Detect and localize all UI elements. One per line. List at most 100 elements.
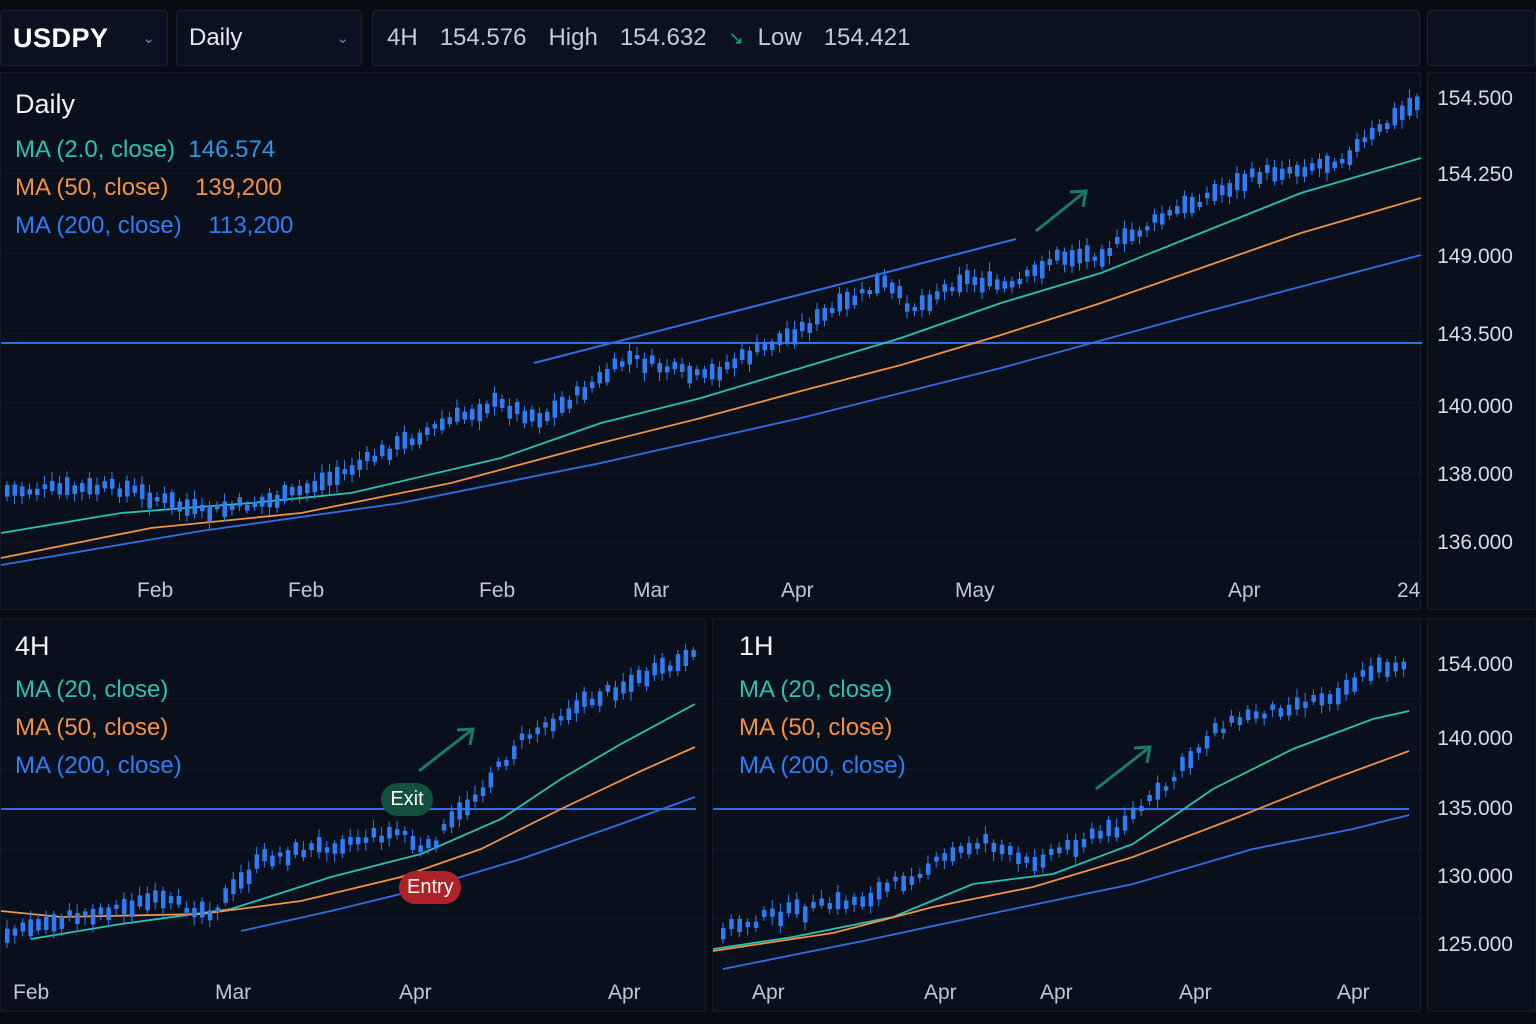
- x-tick: 24: [1397, 579, 1421, 602]
- daily-chart-canvas[interactable]: [0, 73, 1422, 611]
- h1-chart-panel[interactable]: 1H MA (20, close) MA (50, close) MA (200…: [712, 618, 1422, 1013]
- candle-body: [999, 844, 1005, 855]
- candle-body: [457, 802, 462, 820]
- candle-body: [312, 481, 317, 492]
- candle-body: [106, 907, 111, 920]
- legend-ma-fast-label: MA (2.0, close): [15, 136, 176, 163]
- candle-body: [717, 366, 722, 381]
- candle-body: [1311, 695, 1316, 702]
- h4-chart-panel[interactable]: 4H MA (20, close) MA (50, close) MA (200…: [0, 618, 707, 1013]
- candle-body: [1336, 688, 1341, 705]
- candle-body: [683, 649, 689, 666]
- candle-body: [1295, 697, 1300, 710]
- candle-body: [1370, 127, 1375, 140]
- h4-chart-canvas[interactable]: [0, 619, 707, 1013]
- ma-slow-line: [0, 254, 1422, 566]
- candle-body: [36, 918, 41, 931]
- legend-ma-mid-label: MA (50, close): [739, 714, 893, 741]
- candle-body: [372, 455, 377, 462]
- candle-body: [560, 396, 565, 413]
- candle-body: [387, 826, 392, 839]
- x-tick: Apr: [1228, 579, 1261, 602]
- candle-body: [512, 745, 517, 760]
- candle-body: [350, 465, 355, 475]
- candle-body: [1415, 96, 1420, 110]
- candle-body: [867, 290, 872, 295]
- daily-chart-panel[interactable]: Daily MA (2.0, close) 146.574 MA (50, cl…: [0, 72, 1422, 611]
- candle-body: [1092, 256, 1097, 261]
- candle-body: [1287, 167, 1292, 174]
- candle-body: [1347, 150, 1352, 165]
- candle-body: [12, 928, 18, 936]
- candle-body: [819, 898, 824, 906]
- candle-body: [827, 903, 833, 910]
- legend-ma-mid: MA (50, close) 139,200: [15, 169, 293, 207]
- candle-body: [504, 760, 509, 766]
- symbol-label: USDPY: [13, 22, 109, 53]
- candle-body: [519, 733, 525, 741]
- h1-price-axis[interactable]: 154.000 140.000 135.000 130.000 125.000: [1427, 618, 1536, 1012]
- entry-marker[interactable]: Entry: [399, 871, 461, 904]
- candle-body: [905, 303, 910, 312]
- exit-marker[interactable]: Exit: [381, 783, 433, 816]
- x-tick: May: [955, 579, 995, 602]
- candle-body: [162, 493, 167, 503]
- candle-body: [876, 881, 882, 900]
- candle-body: [950, 847, 956, 862]
- candle-body: [1172, 776, 1177, 782]
- legend-ma-slow-label: MA (200, close): [739, 752, 906, 779]
- candle-body: [485, 403, 490, 414]
- trend-arrow-icon: [418, 727, 474, 773]
- candle-body: [1025, 270, 1030, 277]
- candle-body: [317, 837, 322, 853]
- panel-title: Daily: [15, 89, 76, 119]
- candle-body: [1280, 168, 1285, 180]
- candle-body: [492, 392, 497, 407]
- x-tick: Feb: [288, 579, 325, 602]
- legend-ma-fast-value: 146.574: [188, 136, 276, 163]
- candle-body: [740, 349, 745, 361]
- candle-body: [1081, 839, 1087, 848]
- candle-body: [410, 836, 416, 850]
- candle-body: [417, 432, 422, 445]
- candle-body: [1317, 158, 1322, 169]
- candle-body: [926, 863, 931, 875]
- candle-body: [1114, 827, 1120, 838]
- candle-body: [1197, 201, 1202, 208]
- candle-body: [262, 849, 267, 862]
- panel-title: 1H: [739, 631, 774, 661]
- daily-price-axis[interactable]: 154.500 154.250 149.000 143.500 140.000 …: [1427, 72, 1536, 610]
- candle-body: [110, 478, 115, 489]
- candle-body: [1385, 662, 1390, 677]
- candle-body: [995, 279, 1000, 290]
- candle-body: [365, 451, 370, 462]
- candle-body: [239, 872, 244, 889]
- candle-body: [967, 843, 972, 855]
- candle-body: [1016, 852, 1021, 864]
- candle-body: [72, 485, 77, 494]
- x-tick: Apr: [752, 981, 785, 1004]
- trend-arrow-icon: [1069, 189, 1088, 208]
- candle-body: [122, 898, 127, 915]
- candle-body: [50, 480, 55, 492]
- candle-body: [942, 853, 947, 861]
- candle-body: [1355, 139, 1360, 152]
- candle-body: [786, 902, 792, 914]
- candle-body: [320, 472, 325, 491]
- candle-body: [1122, 228, 1127, 245]
- ma-mid-line: [0, 197, 1422, 559]
- candle-body: [215, 504, 220, 510]
- candle-body: [1147, 795, 1152, 802]
- timeframe-selector[interactable]: Daily ⌄: [176, 10, 362, 66]
- candle-body: [192, 499, 197, 515]
- h1-chart-canvas[interactable]: [712, 619, 1422, 1013]
- symbol-selector[interactable]: USDPY ⌄: [0, 10, 168, 66]
- candle-body: [356, 836, 361, 845]
- candle-body: [1229, 715, 1234, 723]
- candle-body: [177, 501, 182, 512]
- candle-body: [852, 295, 857, 306]
- candle-body: [387, 448, 392, 460]
- legend-ma-fast-label: MA (20, close): [739, 676, 893, 703]
- candle-body: [811, 901, 816, 909]
- legend-ma-mid-label: MA (50, close): [15, 174, 169, 201]
